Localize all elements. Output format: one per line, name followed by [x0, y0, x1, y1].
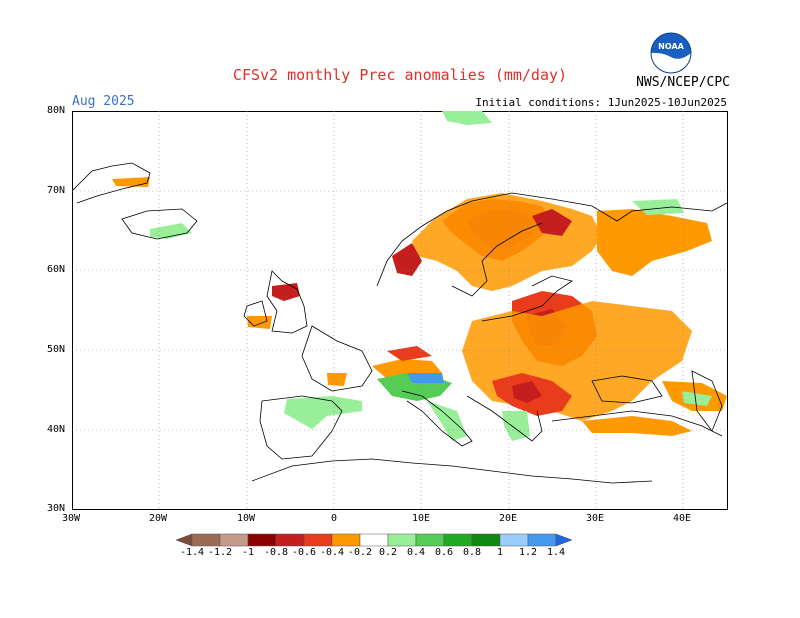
- colorbar: [176, 533, 573, 547]
- lon-label: 20E: [499, 513, 518, 524]
- lon-label: 10E: [412, 513, 431, 524]
- colorbar-swatch: [176, 533, 193, 547]
- colorbar-label: -1.4: [179, 547, 205, 558]
- lat-label: 40N: [47, 424, 66, 435]
- coast-iberia: [259, 395, 343, 460]
- wet-caspian: [682, 391, 712, 406]
- colorbar-swatch: [527, 533, 557, 547]
- colorbar-label: 1: [496, 547, 504, 558]
- dry-norway-coast: [392, 243, 422, 276]
- coast-caspian: [691, 370, 723, 432]
- colorbar-label: 0.2: [378, 547, 398, 558]
- colorbar-label: -1: [241, 547, 255, 558]
- colorbar-swatch: [443, 533, 473, 547]
- coast-africa: [251, 458, 653, 484]
- lat-label: 30N: [47, 503, 66, 514]
- colorbar-swatch: [247, 533, 277, 547]
- dry-russia-north: [597, 209, 712, 276]
- coast-scandinavia: [376, 192, 728, 287]
- colorbar-label: -0.8: [263, 547, 289, 558]
- coast-gbr: [266, 270, 308, 334]
- agency-label: NWS/NCEP/CPC: [636, 75, 730, 90]
- initial-conditions: Initial conditions: 1Jun2025-10Jun2025: [475, 96, 727, 109]
- colorbar-swatch: [415, 533, 445, 547]
- wet-svalbard: [442, 111, 492, 125]
- coast-balkans: [466, 395, 543, 442]
- colorbar-label: 1.4: [546, 547, 566, 558]
- colorbar-swatch: [359, 533, 389, 547]
- coast-greenland: [72, 162, 151, 204]
- lon-label: 30W: [62, 513, 81, 524]
- colorbar-label: 1.2: [518, 547, 538, 558]
- colorbar-swatch: [471, 533, 501, 547]
- lat-label: 50N: [47, 344, 66, 355]
- colorbar-swatch: [219, 533, 249, 547]
- colorbar-label: 0.4: [406, 547, 426, 558]
- colorbar-label: -1.2: [207, 547, 233, 558]
- dry-spain-ne: [327, 373, 347, 386]
- dry-uk: [272, 283, 300, 301]
- coast-italy: [401, 390, 473, 447]
- colorbar-label: 0.8: [462, 547, 482, 558]
- coast-sweden: [451, 222, 543, 297]
- wet-italy: [427, 401, 467, 441]
- noaa-logo: NOAA: [650, 32, 692, 74]
- colorbar-swatch: [387, 533, 417, 547]
- wet-iceland: [150, 223, 192, 239]
- lon-label: 10W: [237, 513, 256, 524]
- anomaly-map: [72, 111, 728, 510]
- colorbar-swatch: [303, 533, 333, 547]
- dry-turkey: [582, 416, 692, 436]
- colorbar-swatch: [331, 533, 361, 547]
- wet-greece: [502, 411, 530, 441]
- lon-label: 20W: [149, 513, 168, 524]
- map-title: CFSv2 monthly Prec anomalies (mm/day): [232, 66, 568, 84]
- coast-baltic: [481, 275, 573, 322]
- lon-label: 30E: [586, 513, 605, 524]
- wet-france: [284, 396, 362, 429]
- coast-france: [301, 325, 373, 392]
- lat-label: 70N: [47, 185, 66, 196]
- lon-label: 40E: [673, 513, 692, 524]
- coast-iceland: [121, 208, 198, 240]
- wet-novaya: [632, 199, 684, 215]
- wet-alps-blue: [407, 373, 444, 383]
- colorbar-label: -0.2: [347, 547, 373, 558]
- coast-ireland: [243, 300, 268, 327]
- valid-month: Aug 2025: [72, 94, 135, 109]
- anomaly-fill: [112, 111, 727, 441]
- coast-black-sea: [591, 375, 663, 404]
- noaa-logo-text: NOAA: [658, 42, 684, 51]
- colorbar-swatch: [555, 533, 573, 547]
- coastlines: [72, 162, 728, 484]
- colorbar-swatch: [275, 533, 305, 547]
- colorbar-swatch: [499, 533, 529, 547]
- coast-turkey: [551, 410, 723, 437]
- colorbar-label: 0.6: [434, 547, 454, 558]
- dry-balkans-core: [512, 381, 542, 403]
- lat-label: 80N: [47, 105, 66, 116]
- colorbar-label: -0.4: [319, 547, 345, 558]
- lat-label: 60N: [47, 264, 66, 275]
- colorbar-label: -0.6: [291, 547, 317, 558]
- dry-russia-north-red: [532, 209, 572, 236]
- colorbar-swatch: [191, 533, 221, 547]
- lon-label: 0: [331, 513, 338, 524]
